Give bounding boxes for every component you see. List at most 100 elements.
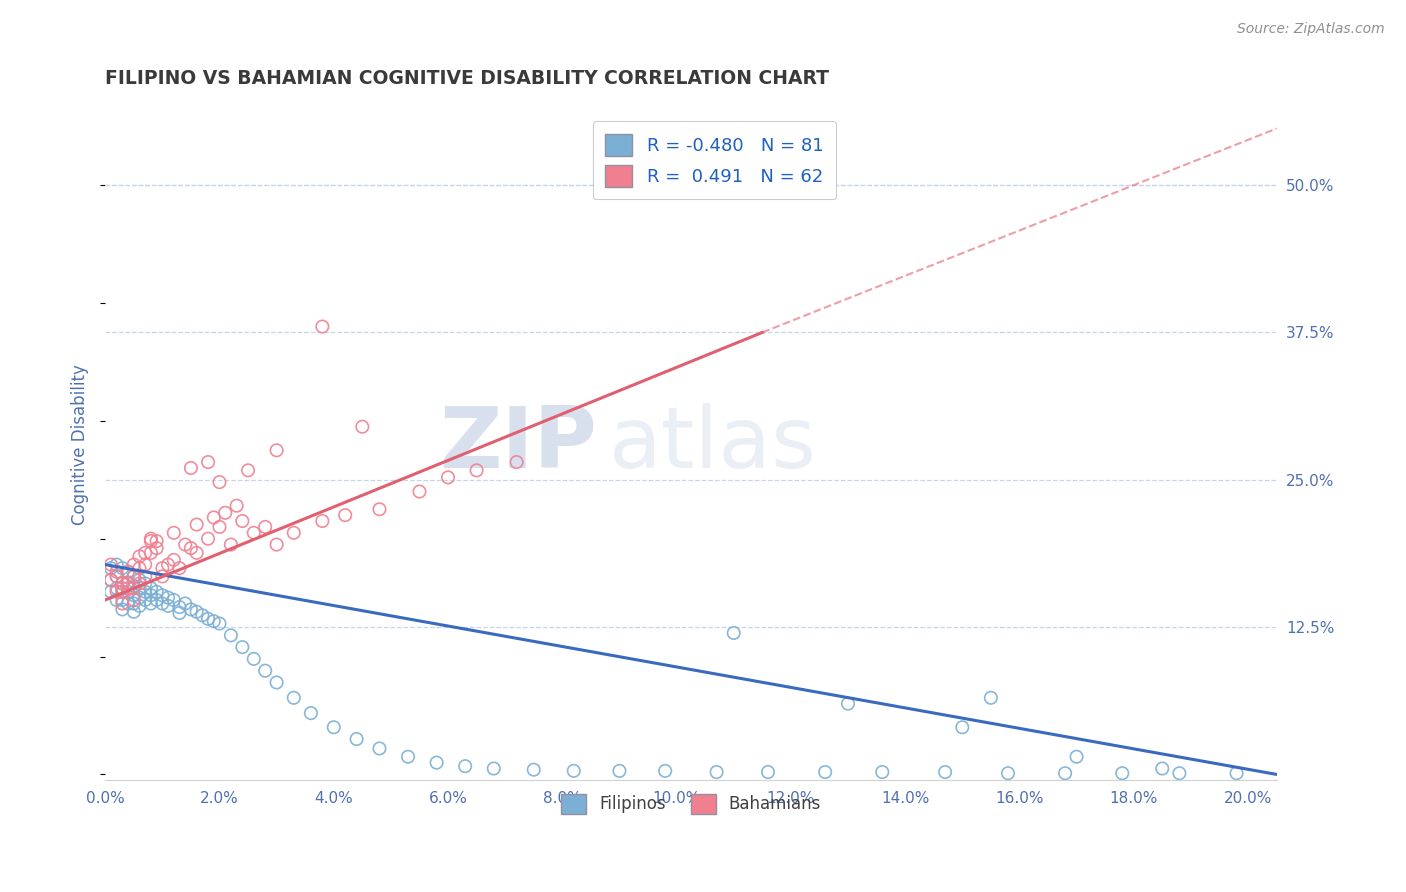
Point [231, 640, 253, 654]
Point [105, 569, 128, 583]
Point [157, 558, 180, 572]
Point [122, 569, 145, 583]
Point [208, 520, 231, 534]
Point [396, 749, 419, 764]
Point [122, 558, 145, 572]
Point [186, 605, 208, 619]
Point [100, 561, 122, 575]
Point [352, 419, 374, 434]
Point [997, 766, 1019, 780]
Point [934, 765, 956, 780]
Point [117, 575, 139, 590]
Point [283, 525, 305, 540]
Point [150, 588, 173, 602]
Point [186, 517, 208, 532]
Point [186, 546, 208, 560]
Point [134, 593, 156, 607]
Point [105, 593, 128, 607]
Text: atlas: atlas [609, 403, 817, 486]
Point [117, 584, 139, 599]
Point [100, 573, 122, 587]
Point [105, 569, 128, 583]
Point [139, 588, 162, 602]
Point [163, 553, 186, 567]
Point [145, 593, 167, 607]
Point [139, 581, 162, 595]
Point [163, 525, 186, 540]
Point [654, 764, 676, 778]
Point [111, 602, 134, 616]
Point [202, 614, 225, 628]
Point [837, 697, 859, 711]
Point [111, 581, 134, 595]
Point [180, 461, 202, 475]
Point [266, 538, 288, 552]
Point [145, 584, 167, 599]
Point [283, 690, 305, 705]
Point [437, 470, 460, 484]
Point [128, 573, 150, 587]
Point [197, 455, 219, 469]
Point [1168, 766, 1191, 780]
Point [1225, 766, 1247, 780]
Point [111, 584, 134, 599]
Point [191, 608, 214, 623]
Point [408, 484, 430, 499]
Point [1066, 749, 1088, 764]
Point [150, 561, 173, 575]
Point [169, 606, 191, 620]
Point [311, 514, 333, 528]
Point [311, 319, 333, 334]
Point [174, 538, 197, 552]
Point [242, 652, 264, 666]
Point [150, 597, 173, 611]
Text: ZIP: ZIP [440, 403, 598, 486]
Point [111, 584, 134, 599]
Point [128, 561, 150, 575]
Point [706, 765, 728, 780]
Point [254, 520, 277, 534]
Text: Source: ZipAtlas.com: Source: ZipAtlas.com [1237, 22, 1385, 37]
Point [128, 549, 150, 564]
Point [145, 534, 167, 549]
Point [100, 573, 122, 587]
Point [157, 599, 180, 613]
Point [134, 558, 156, 572]
Point [346, 732, 368, 747]
Point [139, 532, 162, 546]
Point [105, 565, 128, 579]
Point [1054, 766, 1077, 780]
Point [1111, 766, 1133, 780]
Point [145, 541, 167, 555]
Point [723, 626, 745, 640]
Point [128, 581, 150, 595]
Point [197, 612, 219, 626]
Point [225, 499, 247, 513]
Point [122, 605, 145, 619]
Point [266, 443, 288, 458]
Point [169, 600, 191, 615]
Point [100, 584, 122, 599]
Point [219, 628, 242, 642]
Point [202, 510, 225, 524]
Point [242, 525, 264, 540]
Point [111, 576, 134, 591]
Point [122, 581, 145, 595]
Point [117, 581, 139, 595]
Point [117, 565, 139, 579]
Point [980, 690, 1002, 705]
Point [150, 569, 173, 583]
Point [368, 502, 391, 516]
Point [134, 546, 156, 560]
Point [872, 765, 894, 780]
Point [122, 569, 145, 583]
Point [756, 765, 779, 780]
Point [163, 593, 186, 607]
Point [197, 532, 219, 546]
Point [157, 591, 180, 605]
Point [117, 597, 139, 611]
Point [111, 593, 134, 607]
Point [105, 584, 128, 599]
Point [169, 561, 191, 575]
Point [122, 597, 145, 611]
